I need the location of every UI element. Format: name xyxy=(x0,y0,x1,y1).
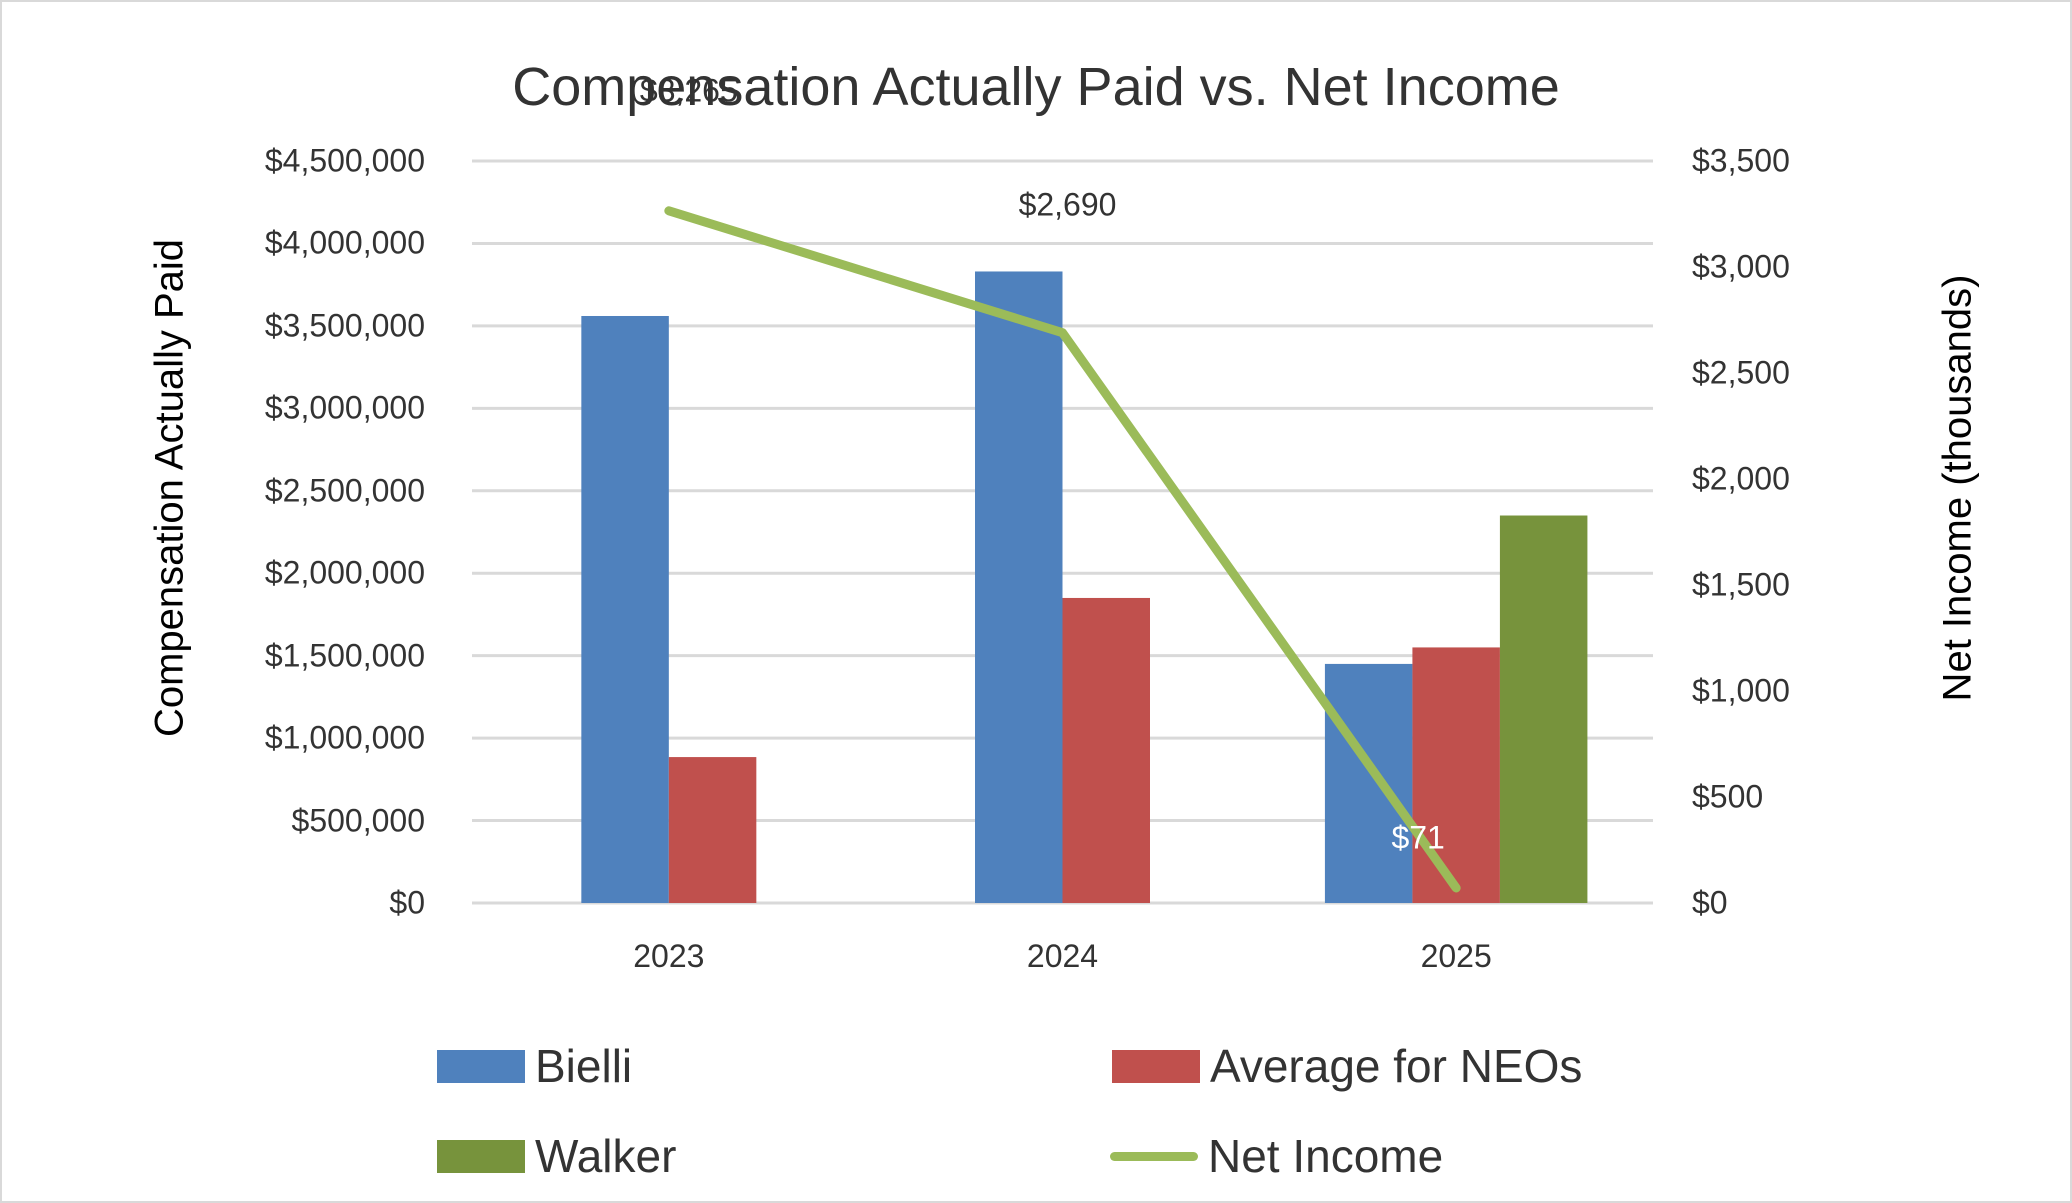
y-tick-label: $2,500,000 xyxy=(264,472,425,509)
y-right-tick-label: $3,000 xyxy=(1692,248,1790,285)
y-tick-label: $1,000,000 xyxy=(264,719,425,756)
data-label: $3,265 xyxy=(639,72,738,109)
y-tick-label: $500,000 xyxy=(291,802,425,839)
x-tick-label: 2023 xyxy=(633,938,705,974)
data-label: $2,690 xyxy=(1018,186,1117,223)
y-right-tick-label: $1,000 xyxy=(1692,672,1790,709)
legend-swatch-walker-icon xyxy=(437,1139,525,1173)
y-right-tick-label: $3,500 xyxy=(1692,142,1790,179)
x-tick-label: 2024 xyxy=(1026,938,1099,974)
bar-average-for-neos-2023[interactable] xyxy=(668,757,757,903)
legend-label: Net Income xyxy=(1208,1130,1444,1182)
y-right-tick-label: $500 xyxy=(1692,778,1764,815)
legend-item-average-neos[interactable]: Average for NEOs xyxy=(1112,1036,1582,1096)
legend-swatch-neos-icon xyxy=(1112,1049,1200,1083)
chart-title: Compensation Actually Paid vs. Net Incom… xyxy=(512,57,1560,117)
data-label: $71 xyxy=(1391,819,1445,856)
legend-item-net-income[interactable]: Net Income xyxy=(1110,1126,1443,1186)
legend-item-walker[interactable]: Walker xyxy=(437,1126,676,1186)
legend-line-net-income-icon xyxy=(1110,1151,1198,1161)
legend-item-bielli[interactable]: Bielli xyxy=(437,1036,632,1096)
bar-bielli-2024[interactable] xyxy=(975,271,1063,903)
bar-walker-2025[interactable] xyxy=(1499,515,1588,903)
legend-label: Bielli xyxy=(535,1040,633,1092)
y-tick-label: $4,000,000 xyxy=(264,224,425,261)
legend-label: Walker xyxy=(535,1130,677,1182)
bar-bielli-2025[interactable] xyxy=(1324,663,1413,903)
x-tick-label: 2025 xyxy=(1420,938,1492,974)
legend-swatch-bielli-icon xyxy=(437,1049,525,1083)
y-tick-label: $2,000,000 xyxy=(264,554,425,591)
bar-bielli-2023[interactable] xyxy=(581,315,669,903)
y-tick-label: $3,500,000 xyxy=(264,307,425,344)
y-tick-label: $0 xyxy=(389,884,425,921)
y-right-tick-label: $2,000 xyxy=(1692,460,1790,497)
legend-label: Average for NEOs xyxy=(1210,1040,1583,1092)
y-tick-label: $1,500,000 xyxy=(264,637,425,674)
y-right-tick-label: $1,500 xyxy=(1692,566,1790,603)
bar-average-for-neos-2024[interactable] xyxy=(1062,597,1151,903)
y-tick-label: $3,000,000 xyxy=(264,389,425,426)
y-right-tick-label: $2,500 xyxy=(1692,354,1790,391)
bar-average-for-neos-2025[interactable] xyxy=(1412,647,1500,903)
y-right-tick-label: $0 xyxy=(1692,884,1728,921)
y-tick-label: $4,500,000 xyxy=(264,142,425,179)
net-income-line[interactable] xyxy=(664,206,1461,893)
